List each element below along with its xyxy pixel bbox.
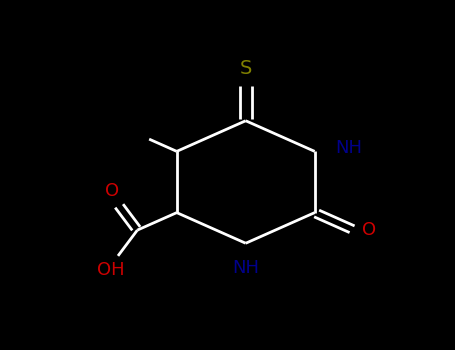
Text: S: S — [239, 59, 252, 78]
Text: NH: NH — [232, 259, 259, 277]
Text: O: O — [106, 182, 120, 200]
Text: OH: OH — [97, 261, 125, 279]
Text: NH: NH — [335, 139, 362, 157]
Text: O: O — [362, 221, 376, 239]
